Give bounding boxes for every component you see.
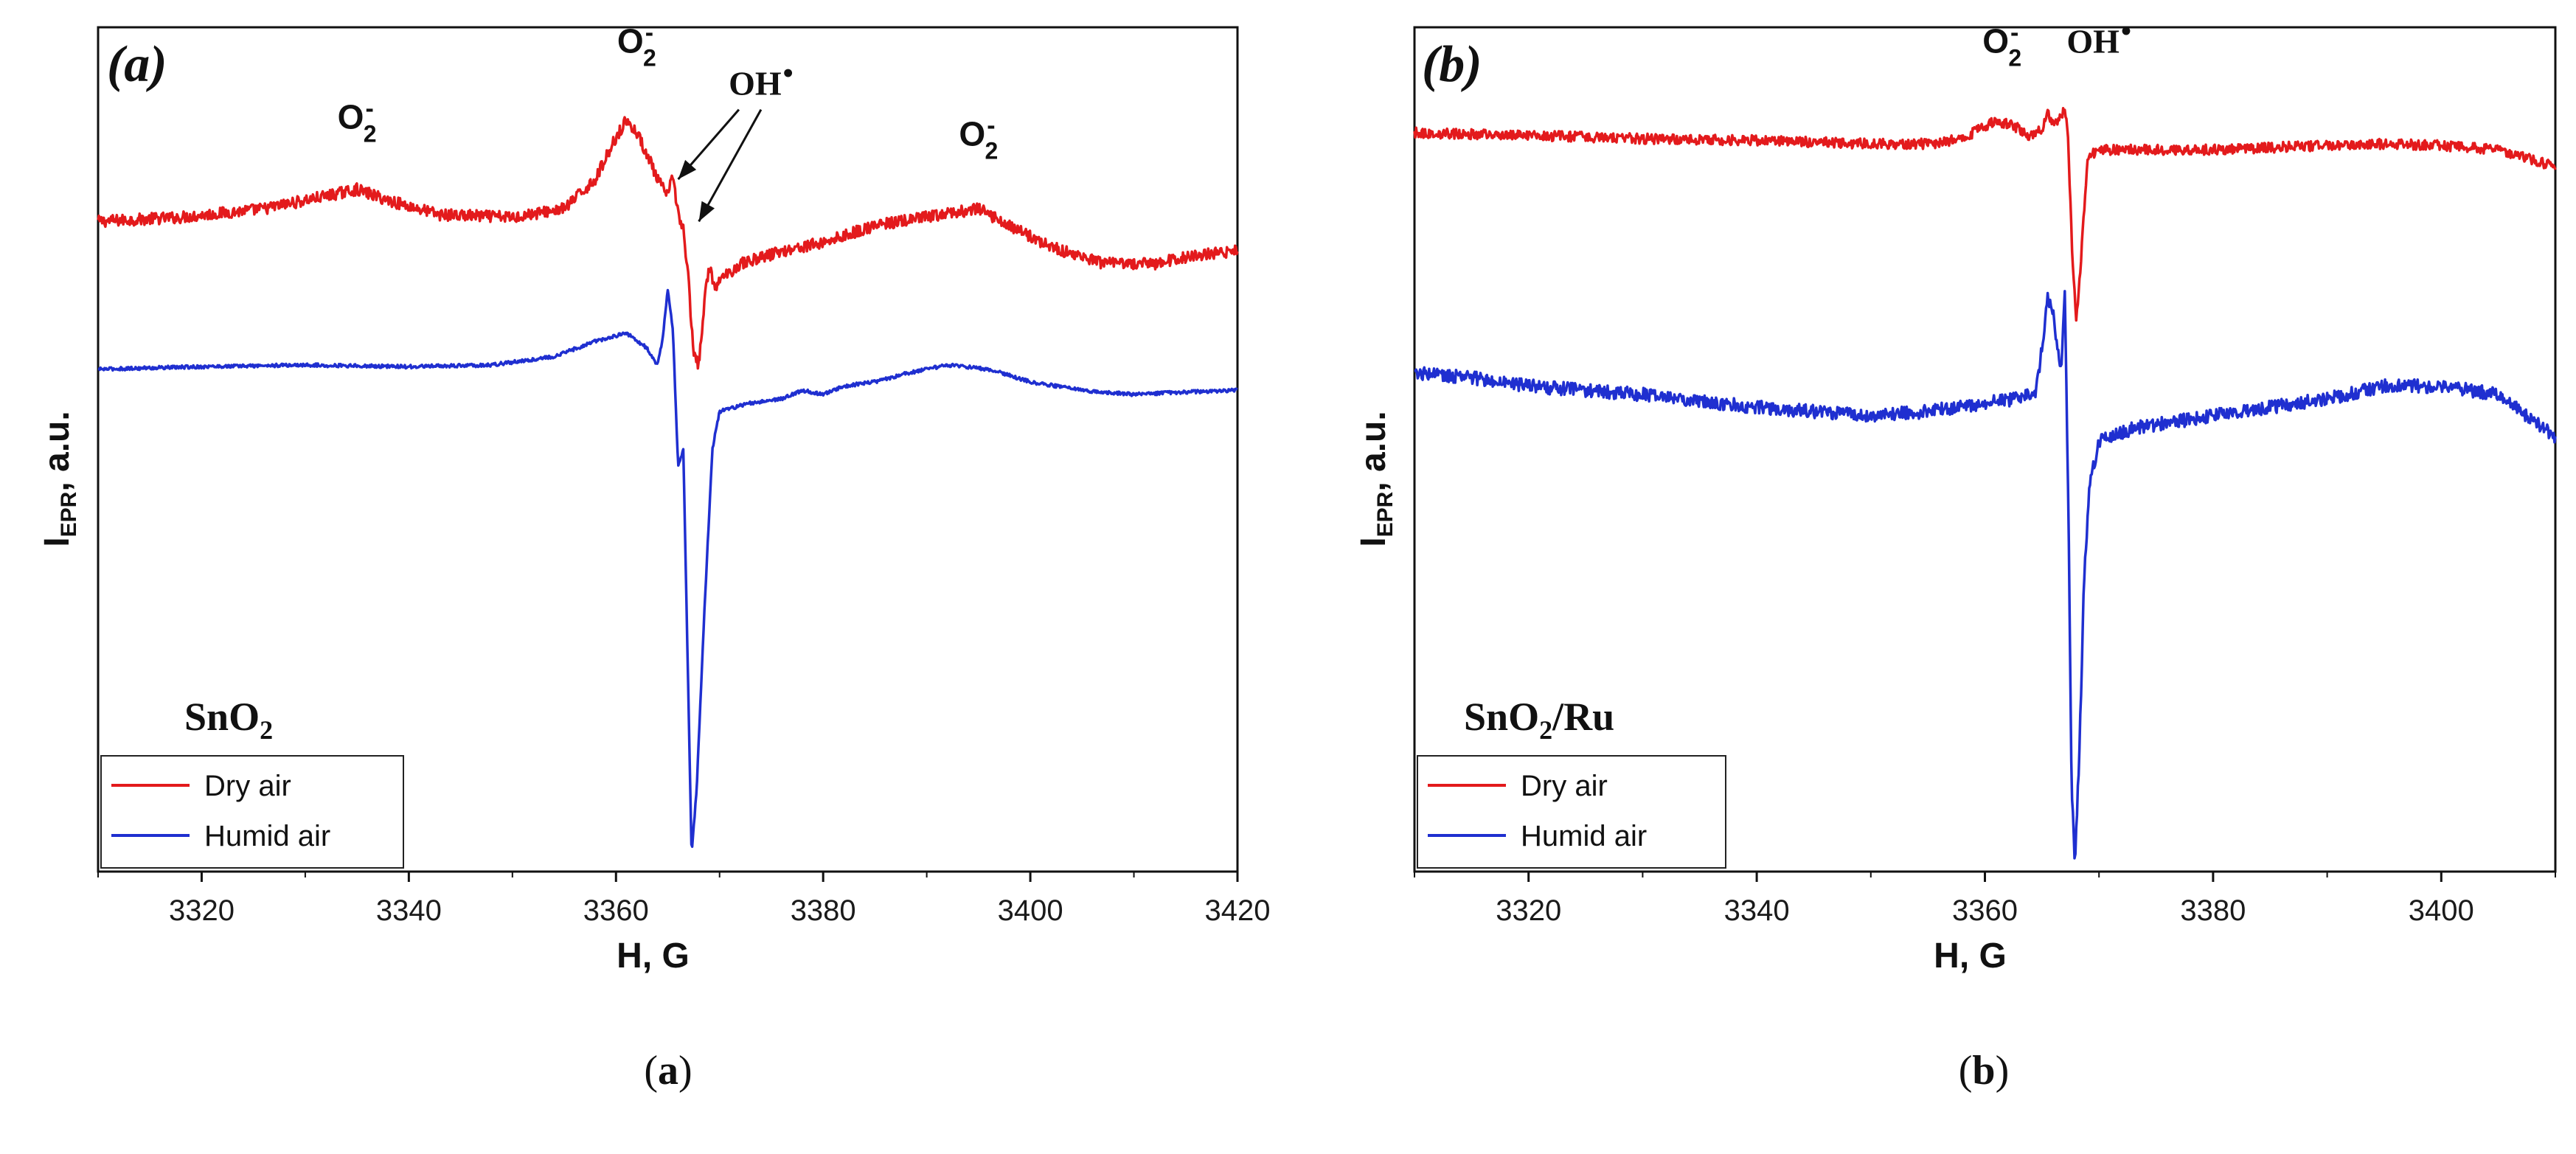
x-tick-label: 3340 bbox=[376, 894, 442, 927]
superoxide-label: O-2 bbox=[338, 94, 377, 147]
series-line-humid-air bbox=[97, 288, 1238, 848]
series-line-dry-air bbox=[97, 116, 1239, 370]
x-tick-label: 3320 bbox=[1496, 894, 1561, 927]
x-tick-label: 3380 bbox=[791, 894, 856, 927]
x-axis-title: H, G bbox=[1934, 936, 2007, 976]
y-axis-title: IEPR, a.u. bbox=[1354, 411, 1398, 546]
annotation-arrowhead bbox=[678, 159, 697, 180]
legend-label: Dry air bbox=[204, 770, 291, 802]
chart-panel-b: 3320 3340 3360 3380 3400 H, G IEPR, a.u. O-2 OH•… bbox=[1354, 14, 2557, 976]
x-tick-label: 3400 bbox=[998, 894, 1063, 927]
superoxide-label: O-2 bbox=[1982, 18, 2021, 71]
figure-caption: (a) bbox=[644, 1048, 692, 1094]
legend-label: Humid air bbox=[1521, 820, 1647, 852]
legend-box bbox=[1417, 755, 1726, 869]
x-axis-title: H, G bbox=[617, 936, 690, 976]
x-tick-label: 3340 bbox=[1724, 894, 1790, 927]
annotation-arrowhead bbox=[698, 201, 715, 222]
x-tick-label: 3380 bbox=[2180, 894, 2246, 927]
chart-panel-a: 3320 3340 3360 3380 3400 3420 H, G IEPR, a.u. O-… bbox=[38, 18, 1270, 976]
sample-label: SnO2 bbox=[184, 695, 273, 745]
y-axis-title: IEPR, a.u. bbox=[38, 411, 81, 546]
x-tick-label: 3320 bbox=[169, 894, 235, 927]
legend-box bbox=[100, 755, 404, 869]
panel-letter: (b) bbox=[1422, 36, 1482, 93]
legend-label: Humid air bbox=[204, 820, 330, 852]
hydroxyl-radical-label: OH• bbox=[2066, 14, 2131, 60]
plot-frame bbox=[97, 26, 1239, 873]
legend-label: Dry air bbox=[1521, 770, 1608, 802]
annotation-arrow bbox=[698, 108, 763, 223]
hydroxyl-radical-label: OH• bbox=[729, 57, 794, 102]
x-tick-label: 3400 bbox=[2409, 894, 2474, 927]
panel-letter: (a) bbox=[107, 36, 167, 93]
x-tick-label: 3360 bbox=[583, 894, 649, 927]
series-line-humid-air bbox=[1414, 290, 2557, 860]
figure-caption: (b) bbox=[1959, 1048, 2009, 1094]
superoxide-label: O-2 bbox=[617, 18, 656, 71]
plot-frame bbox=[1413, 26, 2557, 873]
x-tick-label: 3420 bbox=[1205, 894, 1271, 927]
series-line-dry-air bbox=[1413, 106, 2557, 322]
sample-label: SnO2/Ru bbox=[1464, 695, 1614, 745]
superoxide-label: O-2 bbox=[959, 111, 998, 164]
x-tick-label: 3360 bbox=[1952, 894, 2018, 927]
